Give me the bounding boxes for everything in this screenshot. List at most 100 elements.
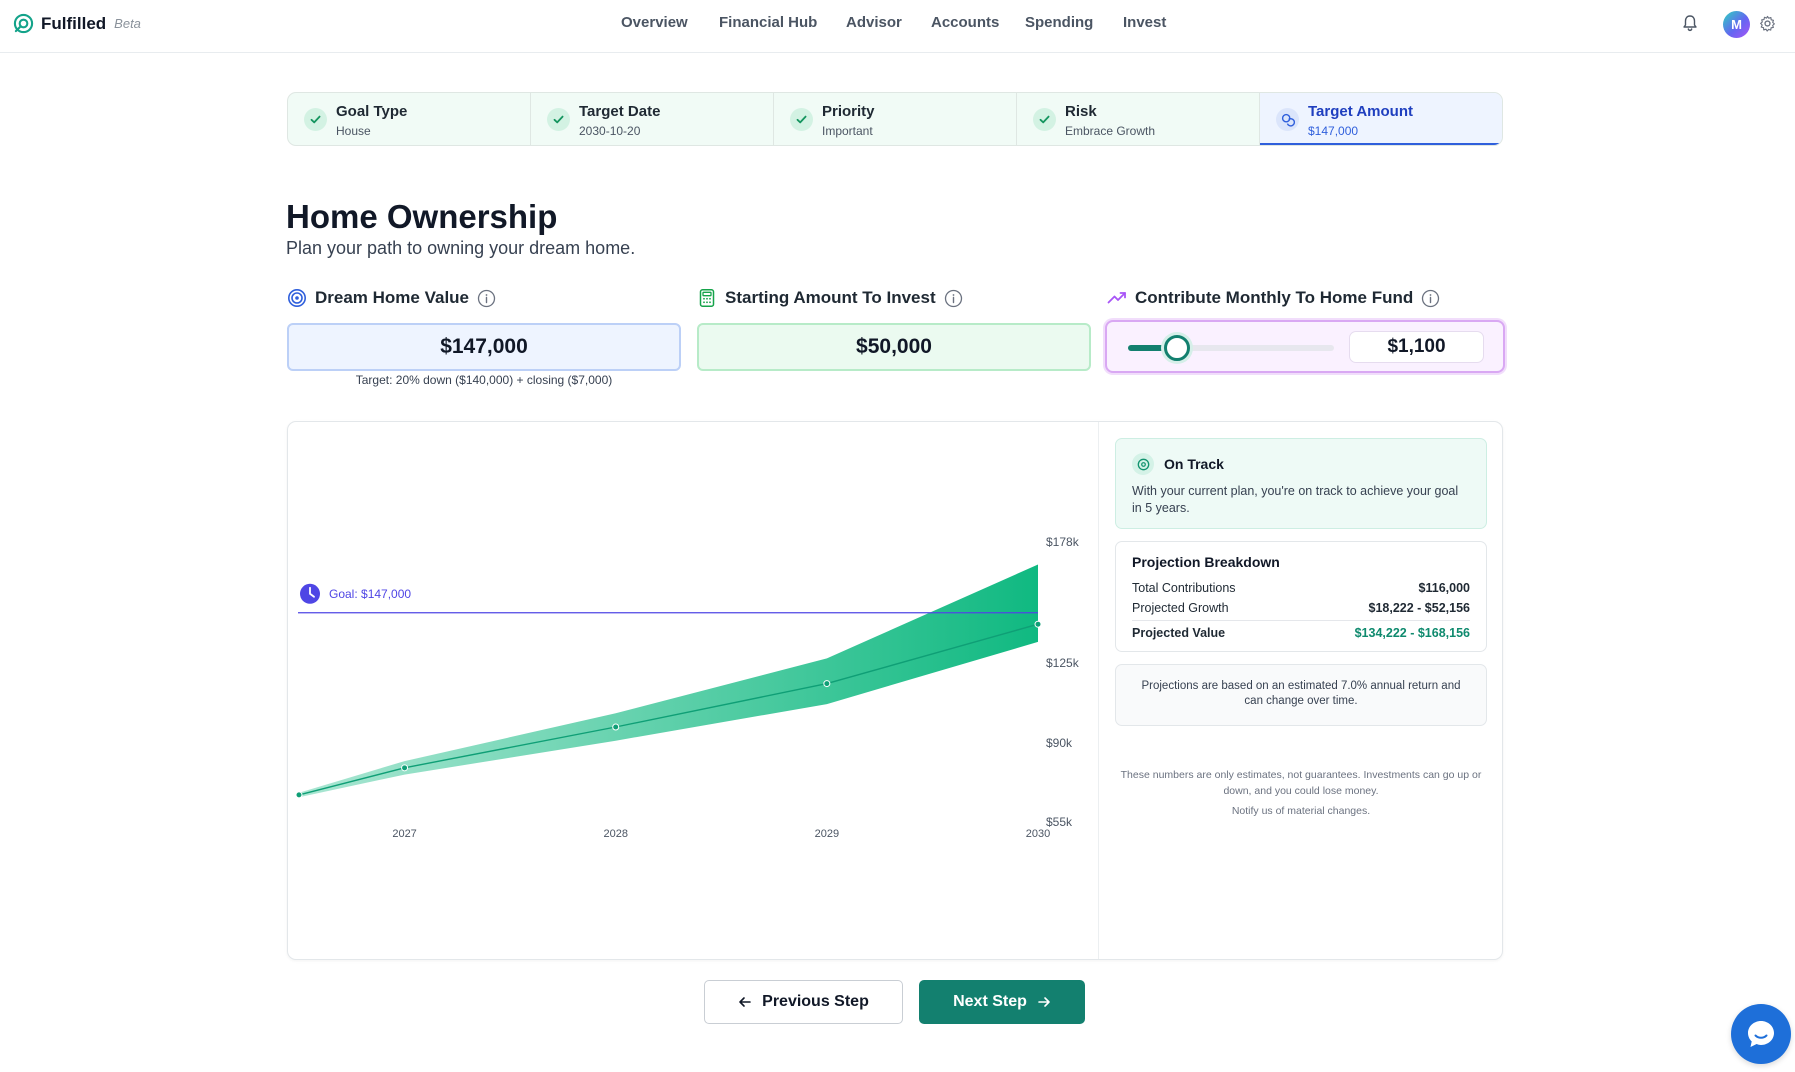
check-icon — [304, 108, 327, 131]
step-title: Goal Type — [336, 103, 408, 120]
contribution-slider[interactable] — [1128, 335, 1334, 361]
check-icon — [1033, 108, 1056, 131]
step-target-amount[interactable]: Target Amount $147,000 — [1260, 93, 1502, 145]
starting-amount-label-text: Starting Amount To Invest — [725, 288, 936, 307]
monthly-contribution-control: $1,100 — [1105, 320, 1505, 373]
projection-note: Projections are based on an estimated 7.… — [1115, 664, 1487, 726]
clock-icon — [309, 586, 315, 598]
breakdown-value: $18,222 - $52,156 — [1368, 601, 1470, 615]
breakdown-label: Total Contributions — [1132, 581, 1236, 595]
monthly-contribution-input[interactable]: $1,100 — [1349, 331, 1484, 363]
brand[interactable]: Fulfilled Beta — [13, 13, 141, 34]
check-icon — [547, 108, 570, 131]
step-title: Target Amount — [1308, 103, 1413, 120]
top-bar: Fulfilled Beta Overview Financial Hub Ad… — [0, 0, 1795, 53]
previous-step-label: Previous Step — [762, 993, 869, 1010]
starting-amount-label: Starting Amount To Invest — [697, 288, 963, 308]
next-step-label: Next Step — [953, 993, 1027, 1010]
calculator-icon — [699, 289, 715, 307]
step-priority[interactable]: Priority Important — [774, 93, 1017, 145]
dream-home-label: Dream Home Value — [287, 288, 496, 308]
step-target-date[interactable]: Target Date 2030-10-20 — [531, 93, 774, 145]
goal-label: Goal: $147,000 — [329, 587, 411, 601]
page-title: Home Ownership — [286, 198, 558, 235]
y-tick-label: $90k — [1046, 736, 1073, 750]
target-note: Target: 20% down ($140,000) + closing ($… — [355, 373, 613, 387]
goal-stepper: Goal Type House Target Date 2030-10-20 P… — [287, 92, 1503, 146]
notify-link[interactable]: Notify us of material changes. — [1231, 805, 1371, 817]
step-title: Risk — [1065, 103, 1097, 120]
trending-up-icon — [1107, 292, 1126, 304]
data-point — [823, 680, 831, 688]
breakdown-label: Projected Growth — [1132, 601, 1229, 615]
panel-divider — [1098, 422, 1099, 959]
status-title: On Track — [1164, 456, 1224, 472]
chat-button[interactable] — [1731, 1004, 1791, 1064]
data-point — [401, 764, 409, 772]
step-value: $147,000 — [1308, 124, 1359, 138]
projection-panel: Goal: $147,000 $178k $125k $90k $55k 2027 2028… — [287, 421, 1503, 960]
target-icon — [288, 289, 306, 307]
info-icon[interactable] — [944, 289, 963, 308]
dream-home-value-input[interactable]: $147,000 — [287, 323, 681, 371]
breakdown-row: Total Contributions $116,000 — [1132, 578, 1470, 598]
info-icon[interactable] — [477, 289, 496, 308]
info-icon[interactable] — [1421, 289, 1440, 308]
data-point — [612, 723, 620, 731]
on-track-icon — [1132, 453, 1154, 475]
logo-icon — [13, 13, 34, 34]
on-track-card: On Track With your current plan, you're … — [1115, 438, 1487, 529]
breakdown-total-row: Projected Value $134,222 - $168,156 — [1132, 620, 1470, 643]
next-step-button[interactable]: Next Step — [919, 980, 1085, 1024]
breakdown-label: Projected Value — [1132, 626, 1226, 640]
app-name: Fulfilled — [41, 13, 107, 33]
data-point — [1034, 620, 1042, 628]
check-icon — [790, 108, 813, 131]
x-tick-label: 2030 — [1026, 828, 1050, 840]
nav-overview[interactable]: Overview — [621, 14, 688, 31]
y-tick-label: $55k — [1046, 815, 1073, 829]
disclaimer: These numbers are only estimates, not gu… — [1120, 769, 1482, 797]
main-nav: Overview Financial Hub Advisor Accounts … — [0, 14, 1795, 36]
step-title: Target Date — [579, 103, 661, 120]
y-tick-label: $125k — [1046, 656, 1080, 670]
bell-icon[interactable] — [1681, 14, 1699, 32]
arrow-right-icon — [1038, 997, 1050, 1007]
nav-accounts[interactable]: Accounts — [931, 14, 1000, 31]
starting-amount-input[interactable]: $50,000 — [697, 323, 1091, 371]
slider-thumb[interactable] — [1164, 335, 1191, 361]
step-goal-type[interactable]: Goal Type House — [288, 93, 531, 145]
status-text: With your current plan, you're on track … — [1132, 484, 1459, 515]
slider-fill — [1128, 345, 1178, 351]
coins-icon — [1276, 108, 1299, 131]
step-value: House — [336, 124, 371, 138]
step-title: Priority — [822, 103, 875, 120]
breakdown-value: $116,000 — [1418, 581, 1470, 595]
step-risk[interactable]: Risk Embrace Growth — [1017, 93, 1260, 145]
breakdown-row: Projected Growth $18,222 - $52,156 — [1132, 598, 1470, 618]
x-tick-label: 2027 — [392, 828, 416, 840]
x-tick-label: 2029 — [815, 828, 839, 840]
breakdown-title: Projection Breakdown — [1132, 554, 1280, 570]
beta-badge: Beta — [114, 16, 141, 31]
arrow-left-icon — [739, 997, 751, 1007]
previous-step-button[interactable]: Previous Step — [704, 980, 903, 1024]
monthly-contribution-label: Contribute Monthly To Home Fund — [1107, 288, 1440, 308]
breakdown-value: $134,222 - $168,156 — [1354, 626, 1470, 640]
nav-advisor[interactable]: Advisor — [846, 14, 902, 31]
step-value: Important — [822, 124, 873, 138]
chat-icon — [1748, 1021, 1774, 1047]
page-subtitle: Plan your path to owning your dream home… — [286, 238, 636, 258]
nav-spending[interactable]: Spending — [1025, 14, 1094, 31]
dream-home-label-text: Dream Home Value — [315, 288, 470, 307]
avatar[interactable]: M — [1723, 11, 1750, 38]
data-point — [295, 791, 303, 799]
projection-chart: Goal: $147,000 $178k $125k $90k $55k 2027 2028… — [295, 535, 1080, 840]
gear-icon[interactable] — [1759, 15, 1776, 32]
projection-range-band — [299, 564, 1038, 798]
nav-invest[interactable]: Invest — [1123, 14, 1167, 31]
nav-financial-hub[interactable]: Financial Hub — [719, 14, 818, 31]
step-value: Embrace Growth — [1065, 124, 1156, 138]
projection-breakdown: Projection Breakdown Total Contributions… — [1115, 541, 1487, 652]
y-tick-label: $178k — [1046, 535, 1080, 549]
